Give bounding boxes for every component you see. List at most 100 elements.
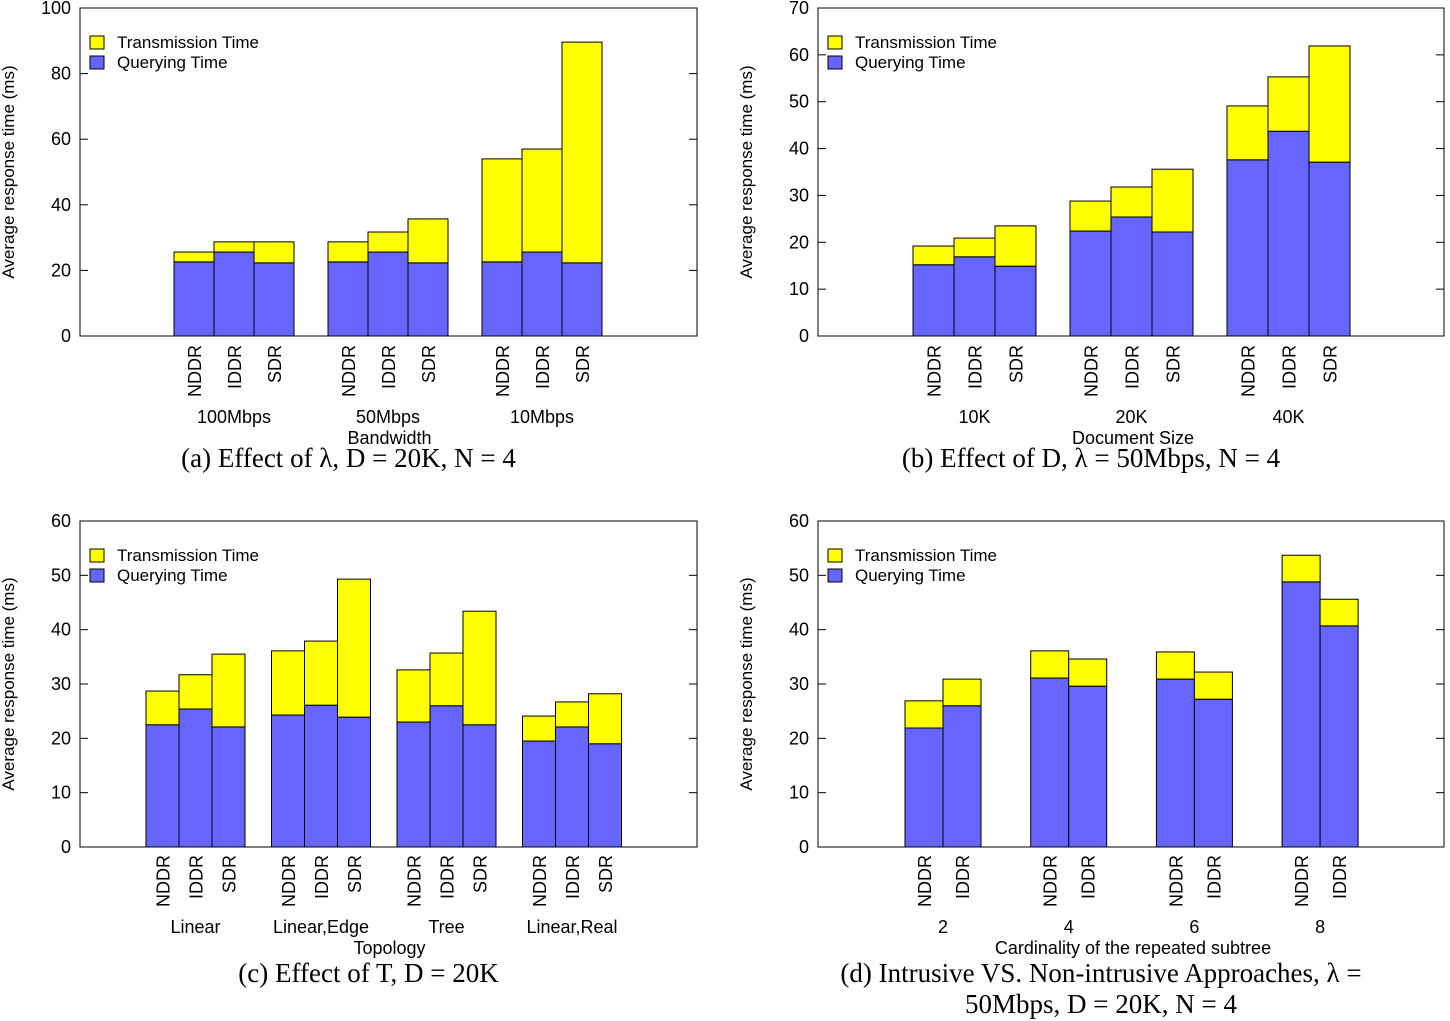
x-tick-label: SDR bbox=[345, 855, 365, 893]
transmission-bar-Linear-SDR bbox=[211, 653, 246, 728]
x-tick-label: NDDR bbox=[1166, 855, 1186, 907]
y-tick-label: 60 bbox=[51, 129, 71, 149]
querying-bar-100Mbps-IDDR bbox=[213, 251, 255, 337]
querying-bar-20K-NDDR bbox=[1069, 230, 1112, 337]
x-tick-label: SDR bbox=[1164, 345, 1184, 383]
querying-bar-8-NDDR bbox=[1281, 581, 1321, 848]
caption: (d) Intrusive VS. Non-intrusive Approach… bbox=[840, 958, 1361, 988]
transmission-bar-50Mbps-NDDR bbox=[327, 241, 369, 263]
x-tick-label: IDDR bbox=[966, 345, 986, 389]
transmission-bar-2-NDDR bbox=[904, 700, 944, 729]
x-tick-label: IDDR bbox=[1204, 855, 1224, 899]
y-tick-label: 20 bbox=[51, 260, 71, 280]
transmission-bar-6-NDDR bbox=[1155, 651, 1195, 680]
group-label: Linear bbox=[170, 917, 220, 937]
x-tick-label: SDR bbox=[573, 345, 593, 383]
legend-label-transmission: Transmission Time bbox=[117, 33, 259, 52]
transmission-bar-40K-NDDR bbox=[1226, 105, 1269, 161]
x-tick-label: IDDR bbox=[1079, 855, 1099, 899]
legend-swatch-querying bbox=[89, 568, 105, 583]
x-tick-label: IDDR bbox=[533, 345, 553, 389]
caption: (c) Effect of T, D = 20K bbox=[238, 958, 499, 988]
y-tick-label: 0 bbox=[799, 837, 809, 857]
group-label: 20K bbox=[1115, 407, 1147, 427]
transmission-bar-2-IDDR bbox=[942, 678, 982, 707]
transmission-bar-Linear,Real-NDDR bbox=[522, 715, 556, 742]
querying-bar-Linear,Edge-SDR bbox=[337, 716, 371, 848]
legend-label-querying: Querying Time bbox=[117, 566, 228, 585]
y-tick-label: 10 bbox=[789, 783, 809, 803]
querying-bar-4-IDDR bbox=[1068, 685, 1108, 848]
transmission-bar-8-NDDR bbox=[1281, 554, 1321, 583]
x-tick-label: SDR bbox=[419, 345, 439, 383]
x-tick-label: IDDR bbox=[379, 345, 399, 389]
transmission-bar-10K-NDDR bbox=[912, 245, 955, 266]
querying-bar-50Mbps-SDR bbox=[407, 262, 449, 337]
transmission-bar-50Mbps-IDDR bbox=[367, 231, 409, 253]
transmission-bar-10Mbps-NDDR bbox=[481, 158, 523, 263]
legend-label-transmission: Transmission Time bbox=[855, 546, 997, 565]
group-label: 2 bbox=[938, 917, 948, 937]
chart-panel-3: 0 10 20 30 40 50 60 Average response time (ms) N… bbox=[737, 511, 1445, 1019]
x-tick-label: NDDR bbox=[915, 855, 935, 907]
y-tick-label: 100 bbox=[41, 0, 71, 18]
transmission-bar-40K-SDR bbox=[1308, 45, 1351, 163]
transmission-bar-Linear,Real-SDR bbox=[588, 693, 622, 745]
x-tick-label: SDR bbox=[1321, 345, 1341, 383]
caption: (a) Effect of λ, D = 20K, N = 4 bbox=[181, 443, 516, 473]
x-tick-label: SDR bbox=[1007, 345, 1027, 383]
transmission-bar-100Mbps-SDR bbox=[253, 241, 295, 264]
x-tick-label: IDDR bbox=[312, 855, 332, 899]
y-tick-label: 20 bbox=[789, 232, 809, 252]
legend-label-querying: Querying Time bbox=[117, 53, 228, 72]
querying-bar-100Mbps-NDDR bbox=[173, 261, 215, 337]
transmission-bar-100Mbps-NDDR bbox=[173, 251, 215, 263]
legend-label-transmission: Transmission Time bbox=[855, 33, 997, 52]
querying-bar-Tree-NDDR bbox=[396, 721, 431, 848]
querying-bar-50Mbps-NDDR bbox=[327, 261, 369, 337]
x-tick-label: NDDR bbox=[279, 855, 299, 907]
transmission-bar-Linear,Real-IDDR bbox=[555, 701, 589, 728]
transmission-bar-Linear-IDDR bbox=[178, 674, 213, 710]
y-tick-label: 30 bbox=[51, 674, 71, 694]
group-label: 4 bbox=[1064, 917, 1074, 937]
x-tick-label: IDDR bbox=[187, 855, 207, 899]
x-tick-label: IDDR bbox=[225, 345, 245, 389]
x-axis-label: Topology bbox=[353, 938, 425, 958]
transmission-bar-4-NDDR bbox=[1030, 650, 1070, 679]
querying-bar-10K-NDDR bbox=[912, 264, 955, 337]
querying-bar-Linear,Real-IDDR bbox=[555, 726, 589, 848]
x-axis-label: Cardinality of the repeated subtree bbox=[995, 938, 1271, 958]
querying-bar-Linear-IDDR bbox=[178, 708, 213, 848]
x-tick-label: NDDR bbox=[185, 345, 205, 397]
x-tick-label: NDDR bbox=[530, 855, 550, 907]
group-label: 40K bbox=[1272, 407, 1304, 427]
y-tick-label: 50 bbox=[789, 565, 809, 585]
legend-swatch-transmission bbox=[827, 35, 843, 50]
querying-bar-40K-NDDR bbox=[1226, 159, 1269, 337]
x-tick-label: IDDR bbox=[563, 855, 583, 899]
legend-swatch-querying bbox=[827, 55, 843, 70]
transmission-bar-Tree-SDR bbox=[462, 610, 497, 726]
y-tick-label: 40 bbox=[789, 139, 809, 159]
querying-bar-Linear,Real-SDR bbox=[588, 743, 622, 848]
x-tick-label: NDDR bbox=[1292, 855, 1312, 907]
transmission-bar-10Mbps-IDDR bbox=[521, 148, 563, 253]
y-tick-label: 40 bbox=[51, 195, 71, 215]
transmission-bar-10K-IDDR bbox=[953, 237, 996, 258]
legend-label-transmission: Transmission Time bbox=[117, 546, 259, 565]
y-tick-label: 0 bbox=[61, 837, 71, 857]
legend-swatch-transmission bbox=[89, 548, 105, 563]
y-tick-label: 40 bbox=[789, 620, 809, 640]
querying-bar-Linear,Real-NDDR bbox=[522, 740, 556, 848]
chart-panel-0: 0 20 40 60 80 100 Average response time (ms) ND… bbox=[0, 0, 698, 473]
x-tick-label: SDR bbox=[471, 855, 491, 893]
y-tick-label: 50 bbox=[789, 92, 809, 112]
x-tick-label: SDR bbox=[596, 855, 616, 893]
y-tick-label: 40 bbox=[51, 620, 71, 640]
x-tick-label: NDDR bbox=[339, 345, 359, 397]
group-label: Linear,Edge bbox=[273, 917, 369, 937]
querying-bar-Linear-NDDR bbox=[145, 724, 180, 848]
x-tick-label: NDDR bbox=[405, 855, 425, 907]
